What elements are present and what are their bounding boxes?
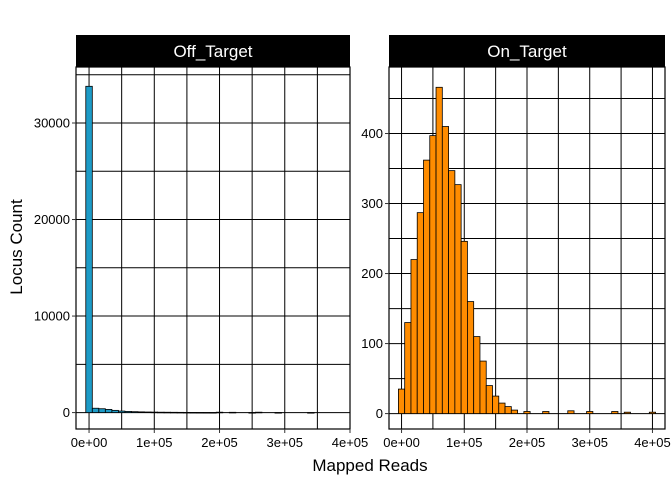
histogram-bar: [196, 412, 204, 414]
facet-strip-label: On_Target: [487, 42, 567, 61]
histogram-bar: [118, 410, 126, 413]
histogram-bar: [492, 395, 500, 414]
histogram-bar: [157, 411, 165, 414]
histogram-bar: [98, 408, 106, 413]
histogram-bar: [504, 406, 512, 414]
histogram-bar: [170, 411, 178, 414]
histogram-bar: [611, 411, 619, 414]
histogram-bar: [510, 409, 518, 414]
y-tick-label: 10000: [34, 309, 70, 324]
histogram-bar: [163, 411, 171, 414]
y-axis-ticks: 0 100 200 300 400: [361, 126, 389, 421]
x-axis-title: Mapped Reads: [312, 456, 427, 475]
x-tick-label: 3e+05: [267, 435, 304, 450]
histogram-bar: [111, 409, 119, 413]
histogram-bar: [454, 184, 462, 414]
histogram-bar: [467, 301, 475, 414]
x-tick-label: 0e+00: [383, 435, 420, 450]
x-tick-label: 1e+05: [446, 435, 483, 450]
y-tick-label: 100: [361, 336, 383, 351]
histogram-bar: [473, 336, 481, 414]
histogram-bar: [274, 412, 282, 414]
x-tick-label: 2e+05: [201, 435, 238, 450]
histogram-bar: [498, 402, 506, 414]
histogram-bar: [248, 412, 256, 414]
facet-strip: [389, 35, 665, 67]
histogram-bar: [91, 407, 100, 413]
histogram-bar: [131, 411, 139, 413]
histogram-bar: [623, 411, 631, 414]
y-tick-label: 0: [376, 406, 383, 421]
histogram-bar: [202, 412, 211, 414]
histogram-bar: [648, 411, 656, 414]
y-tick-label: 0: [63, 405, 70, 420]
histogram-bar: [85, 85, 93, 413]
panel-on-target: On_Target 0e+00 1e+05 2e+05 3e+05 4e+05 0 100 20…: [361, 35, 671, 450]
x-tick-label: 4e+05: [332, 435, 369, 450]
y-tick-label: 20000: [34, 212, 70, 227]
y-tick-label: 400: [361, 126, 383, 141]
x-tick-label: 3e+05: [571, 435, 608, 450]
x-axis-ticks: 0e+00 1e+05 2e+05 3e+05 4e+05: [71, 429, 368, 450]
x-tick-label: 1e+05: [136, 435, 173, 450]
histogram-bar: [183, 411, 191, 414]
histogram-bar: [104, 409, 113, 413]
histogram-bar: [144, 411, 152, 414]
histogram-bar: [441, 126, 449, 414]
histogram-bar: [479, 360, 487, 414]
histogram-bar: [404, 322, 412, 414]
y-tick-label: 300: [361, 196, 383, 211]
histogram-bars: [398, 86, 656, 414]
histogram-bar: [542, 411, 550, 414]
y-axis-title: Locus Count: [7, 199, 26, 295]
facet-strip: [76, 35, 350, 67]
histogram-bar: [189, 412, 198, 414]
histogram-bar: [176, 411, 185, 414]
x-tick-label: 2e+05: [509, 435, 546, 450]
facet-strip-label: Off_Target: [173, 42, 252, 61]
histogram-bar: [209, 412, 217, 414]
histogram-bar: [215, 411, 224, 414]
histogram-bar: [523, 411, 531, 414]
panel-background: [76, 67, 350, 429]
histogram-bar: [410, 259, 418, 414]
histogram-bar: [429, 135, 437, 414]
panel-off-target: Off_Target 0e+00 1e+05 2e+05 3e+05 4e+05 0 1000…: [34, 35, 368, 450]
histogram-bar: [255, 411, 263, 414]
histogram-bar: [398, 388, 406, 414]
y-tick-label: 200: [361, 266, 383, 281]
histogram-bar: [416, 212, 424, 414]
histogram-bar: [228, 411, 237, 414]
x-tick-label: 4e+05: [634, 435, 671, 450]
histogram-bar: [124, 411, 132, 413]
histogram-bars: [85, 85, 315, 414]
grid-lines: [76, 67, 351, 429]
histogram-bar: [435, 86, 443, 414]
x-axis-ticks: 0e+00 1e+05 2e+05 3e+05 4e+05: [383, 429, 671, 450]
histogram-bar: [307, 412, 315, 414]
y-axis-ticks: 0 10000 20000 30000: [34, 115, 76, 420]
x-tick-label: 0e+00: [71, 435, 108, 450]
histogram-bar: [485, 385, 493, 414]
y-tick-label: 30000: [34, 115, 70, 130]
histogram-bar: [586, 411, 594, 414]
histogram-bar: [423, 159, 431, 414]
histogram-bar: [567, 410, 575, 414]
histogram-bar: [460, 240, 468, 414]
histogram-bar: [448, 170, 456, 414]
histogram-bar: [150, 411, 158, 414]
histogram-bar: [137, 411, 145, 413]
